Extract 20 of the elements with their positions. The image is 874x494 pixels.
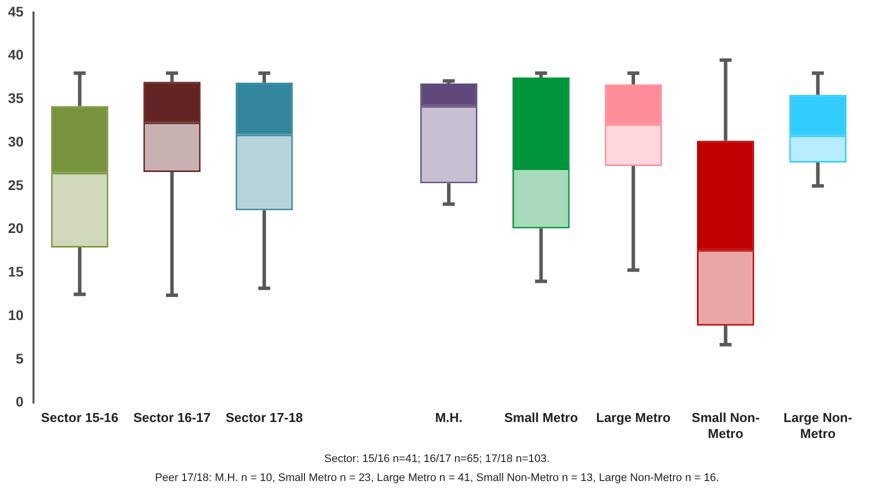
text: Sector: 15/16 n=41; 16/17 n=65; 17/18 n=103. — [323, 452, 551, 467]
y-tick-label: 0 — [16, 394, 24, 410]
x-tick-label: Sector 17-18 — [226, 410, 303, 426]
x-tick-label: Large Metro — [596, 410, 671, 426]
y-tick-label: 10 — [8, 306, 24, 323]
y-tick-label: 45 — [8, 3, 24, 20]
x-tick-label: M.H. — [435, 410, 463, 426]
x-tick-label: Small Metro — [504, 410, 578, 426]
y-tick-label: 20 — [8, 220, 24, 236]
y-tick-label: 15 — [8, 264, 24, 280]
text: Peer 17/18: M.H. n = 10, Small Metro n = 23, Large Metro n = 41, Small Non-Metro n = 13, Large Non-Metro n = 16. — [154, 471, 720, 486]
x-tick-label: Sector 15-16 — [41, 410, 118, 426]
x-tick-label: Large Non-Metro — [784, 410, 852, 441]
y-tick-label: 25 — [8, 176, 24, 193]
y-tick-label: 40 — [8, 46, 24, 63]
x-tick-label: Sector 16-17 — [133, 410, 211, 426]
y-tick-label: 30 — [8, 133, 24, 150]
y-tick-label: 5 — [16, 350, 24, 366]
x-tick-label: Small Non-Metro — [692, 410, 760, 441]
y-tick-label: 35 — [8, 90, 24, 106]
